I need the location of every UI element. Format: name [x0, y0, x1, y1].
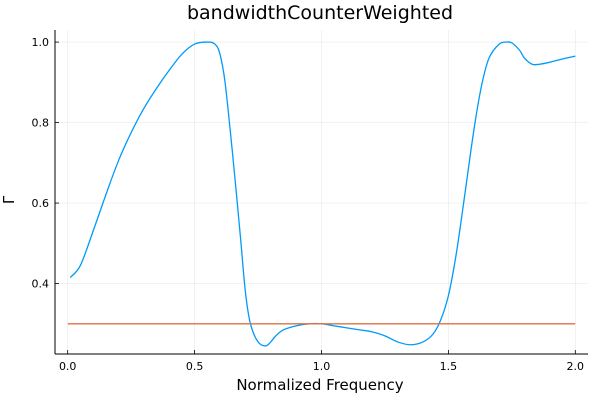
x-axis-label: Normalized Frequency — [236, 376, 403, 394]
x-tick-label: 2.0 — [567, 360, 585, 373]
x-tick-label: 1.5 — [440, 360, 458, 373]
chart-title: bandwidthCounterWeighted — [187, 2, 453, 24]
x-tick-label: 0.0 — [59, 360, 77, 373]
y-tick-label: 0.6 — [32, 197, 50, 210]
y-tick-label: 0.4 — [32, 278, 50, 291]
tick-labels: 0.0 0.5 1.0 1.5 2.0 0.4 0.6 0.8 1.0 — [32, 36, 585, 373]
y-axis-label: Γ — [0, 195, 18, 204]
axes — [54, 30, 588, 355]
x-tick-label: 0.5 — [186, 360, 204, 373]
y-tick-label: 1.0 — [32, 36, 50, 49]
series-layer — [67, 41, 576, 347]
y-tick-label: 0.8 — [32, 117, 50, 130]
x-tick-label: 1.0 — [313, 360, 331, 373]
series-line-1 — [69, 41, 576, 347]
grid — [55, 30, 588, 354]
